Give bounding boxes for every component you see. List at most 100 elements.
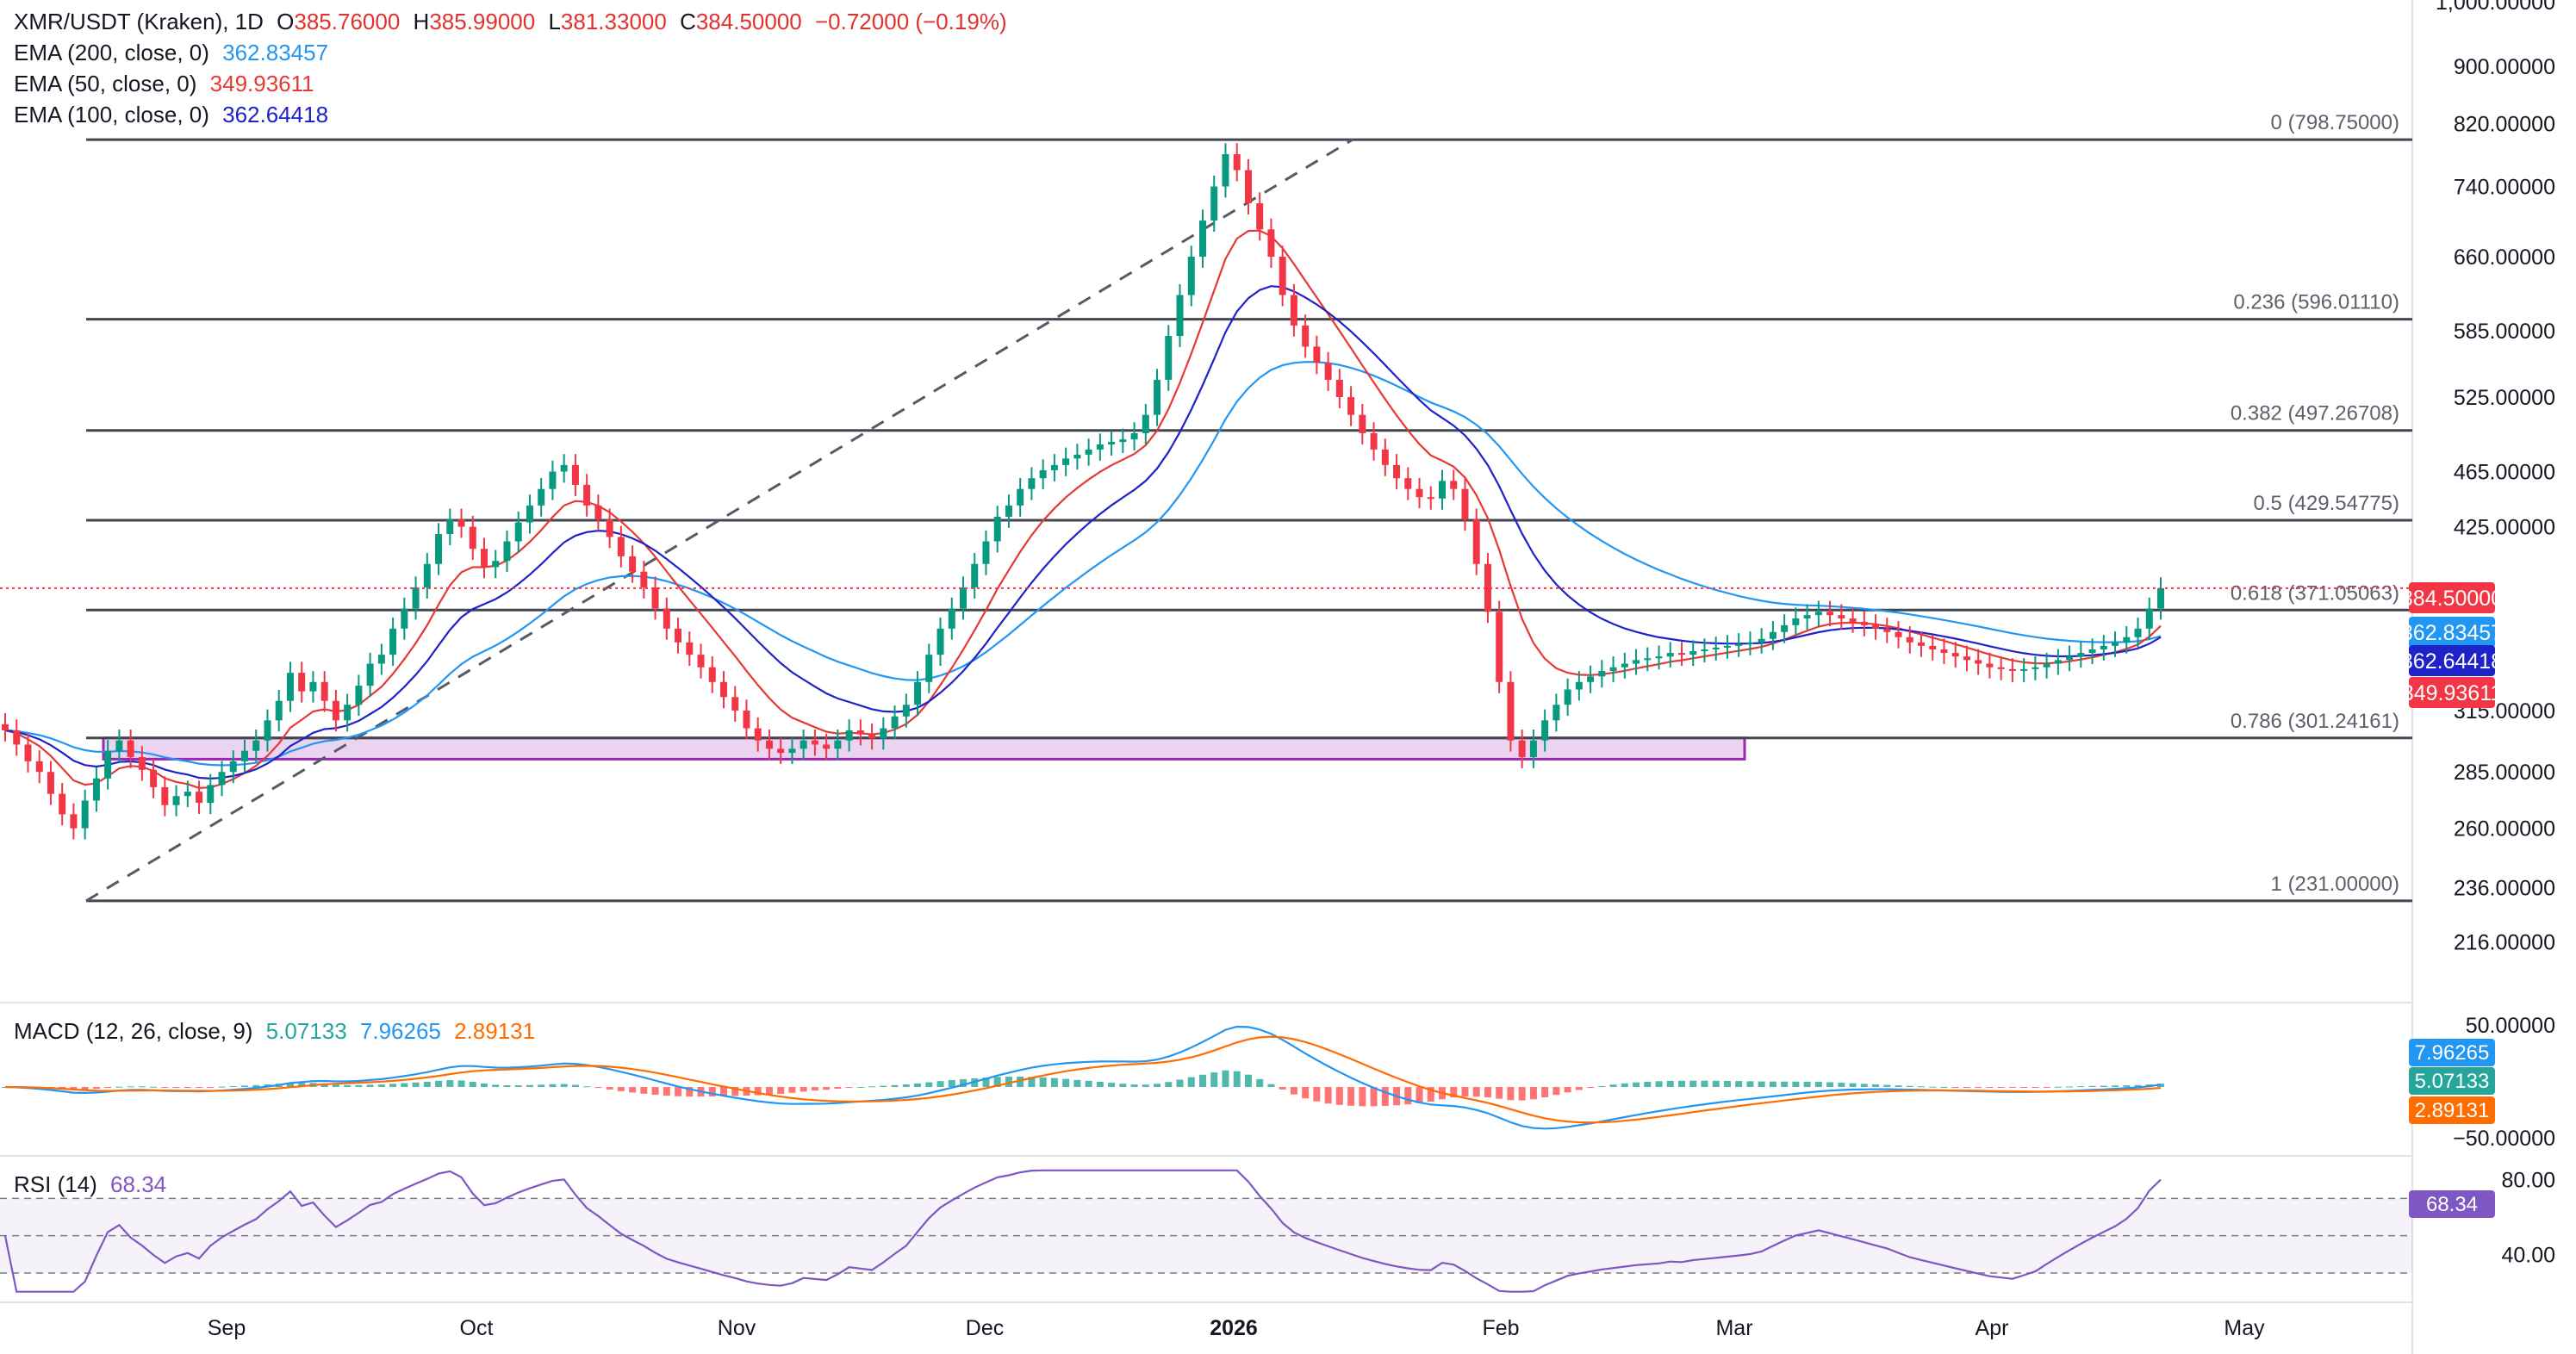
candle-body: [1838, 615, 1845, 619]
rsi-legend[interactable]: RSI (14) 68.34: [14, 1170, 173, 1199]
ema100-value: 362.64418: [222, 102, 329, 127]
macd-histogram-bar: [1233, 1071, 1241, 1087]
macd-histogram-bar: [993, 1077, 1001, 1087]
support-zone[interactable]: [102, 736, 1746, 761]
candle-body: [834, 740, 842, 749]
candle-body: [1666, 653, 1674, 657]
time-axis-label: Feb: [1482, 1316, 1519, 1340]
candle-body: [514, 522, 522, 542]
macd-histogram-bar: [92, 1087, 100, 1090]
candle-body: [993, 516, 1001, 542]
macd-histogram-bar: [663, 1087, 670, 1096]
ema200-value: 362.83457: [222, 40, 329, 65]
candle-body: [172, 796, 180, 805]
candle-body: [1689, 651, 1697, 655]
macd-histogram-bar: [845, 1087, 853, 1088]
fib-trend-line[interactable]: [85, 138, 1353, 903]
candle-body: [1210, 186, 1218, 221]
ema50-label: EMA (50, close, 0): [14, 71, 197, 96]
rsi-badge-text: 68.34: [2426, 1193, 2478, 1216]
macd-histogram-bar: [1906, 1085, 1913, 1087]
candle-body: [457, 519, 465, 527]
ema50-line: [4, 229, 2162, 790]
macd-histogram-bar: [503, 1085, 511, 1087]
time-axis-label: Oct: [460, 1316, 494, 1340]
macd-histogram-bar: [2020, 1087, 2028, 1088]
macd-histogram-bar: [1689, 1080, 1697, 1087]
candle-body: [1313, 346, 1321, 363]
macd-histogram-bar: [1347, 1087, 1355, 1106]
candle-body: [1951, 653, 1959, 657]
candle-body: [1929, 645, 1937, 649]
candle-body: [218, 772, 226, 786]
macd-histogram-bar: [549, 1084, 557, 1087]
candle-body: [1130, 432, 1138, 440]
price-axis-tick: 900.00000: [2454, 55, 2555, 79]
candle-body: [1165, 336, 1173, 380]
macd-histogram-bar: [344, 1084, 352, 1087]
candle-body: [1826, 612, 1834, 616]
macd-histogram-bar: [571, 1084, 579, 1087]
candle-body: [469, 526, 476, 550]
candle-body: [1062, 458, 1070, 465]
ema100-legend[interactable]: EMA (100, close, 0) 362.64418: [14, 100, 335, 129]
ema200-label: EMA (200, close, 0): [14, 40, 209, 65]
candle-body: [1461, 488, 1469, 520]
macd-histogram-bar: [1199, 1074, 1206, 1087]
macd-histogram-bar: [196, 1087, 203, 1088]
candle-body: [355, 686, 363, 705]
candle-body: [606, 519, 613, 537]
time-axis-label: Mar: [1715, 1316, 1752, 1340]
macd-histogram-bar: [1701, 1080, 1708, 1087]
candle-body: [35, 761, 43, 773]
macd-histogram-bar: [366, 1084, 374, 1087]
time-axis-label: Apr: [1976, 1316, 2009, 1340]
ema50-legend[interactable]: EMA (50, close, 0) 349.93611: [14, 69, 321, 98]
macd-histogram-bar: [1427, 1087, 1434, 1102]
candle-body: [1267, 229, 1275, 258]
macd-histogram-bar: [583, 1086, 591, 1088]
support-zone-rect[interactable]: [102, 736, 1746, 761]
candle-body: [1906, 637, 1913, 643]
macd-histogram-bar: [457, 1080, 465, 1087]
fibonacci-retracement[interactable]: 0 (798.75000) 0.236 (596.01110) 0.382 (497…: [85, 111, 2412, 903]
candle-body: [868, 734, 876, 739]
candle-body: [1302, 325, 1310, 347]
price-axis[interactable]: 1,000.00000 900.00000 820.00000 740.00000 66…: [2401, 0, 2555, 1267]
candle-body: [971, 563, 979, 587]
candle-body: [914, 681, 922, 705]
candle-body: [925, 655, 933, 682]
ema200-legend[interactable]: EMA (200, close, 0) 362.83457: [14, 38, 335, 67]
candle-body: [960, 587, 967, 609]
candle-body: [1792, 618, 1800, 625]
candle-body: [743, 710, 750, 729]
macd-histogram-bar: [1416, 1087, 1423, 1103]
price-axis-tick: 465.00000: [2454, 460, 2555, 484]
macd-histogram-bar: [81, 1087, 89, 1090]
candle-body: [1472, 519, 1480, 564]
macd-histogram-bar: [423, 1081, 431, 1087]
macd-histogram-bar: [1507, 1087, 1515, 1101]
macd-histogram-bar: [1575, 1087, 1583, 1090]
macd-histogram-bar: [1370, 1087, 1378, 1107]
candle-body: [948, 608, 955, 629]
candle-body: [366, 663, 374, 686]
time-axis[interactable]: Sep Oct Nov Dec 2026 Feb Mar Apr May: [208, 1316, 2265, 1340]
time-axis-label: May: [2224, 1316, 2265, 1340]
candle-body: [1518, 740, 1526, 757]
macd-legend[interactable]: MACD (12, 26, close, 9) 5.07133 7.96265 …: [14, 1016, 542, 1046]
macd-histogram-bar: [1450, 1087, 1458, 1098]
candle-body: [777, 748, 785, 754]
candle-body: [1450, 481, 1458, 489]
candle-body: [1507, 681, 1515, 741]
candle-body: [161, 786, 169, 805]
macd-histogram-bar: [2112, 1085, 2119, 1087]
rsi-axis-tick: 40.00: [2501, 1243, 2555, 1267]
macd-histogram-bar: [1621, 1083, 1628, 1087]
macd-histogram-bar: [686, 1087, 694, 1097]
macd-histogram-bar: [1324, 1087, 1332, 1104]
candle-body: [675, 628, 682, 643]
fib-level-label: 0.382 (497.26708): [2231, 402, 2399, 425]
candle-body: [583, 484, 591, 506]
